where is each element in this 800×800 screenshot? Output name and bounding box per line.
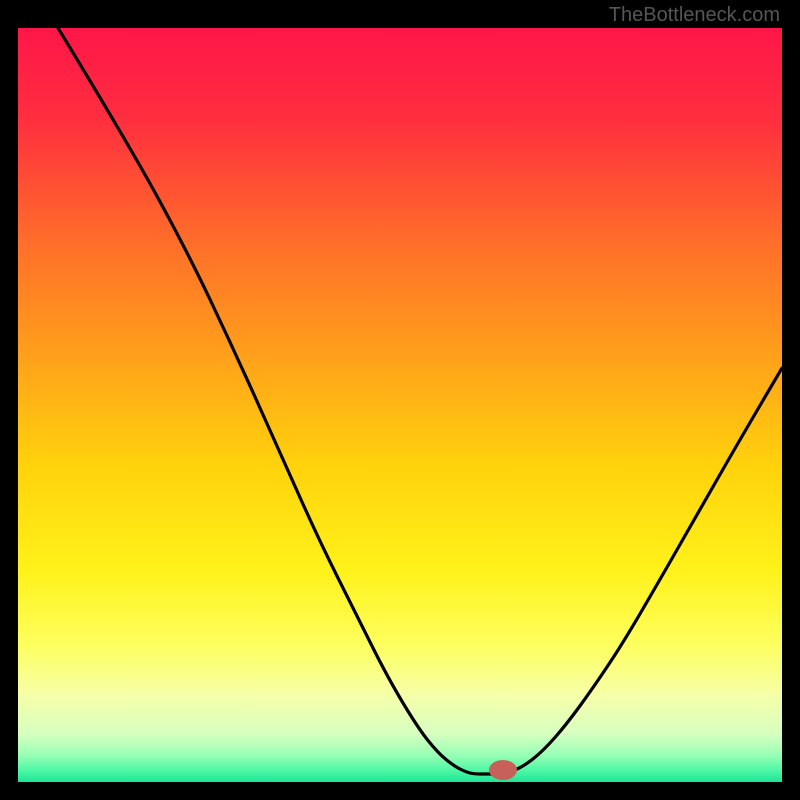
watermark-text: TheBottleneck.com bbox=[609, 4, 780, 27]
marker-dot bbox=[489, 760, 517, 780]
plot-area bbox=[18, 28, 782, 782]
bottleneck-curve bbox=[18, 28, 782, 782]
chart-frame: TheBottleneck.com bbox=[0, 0, 800, 800]
